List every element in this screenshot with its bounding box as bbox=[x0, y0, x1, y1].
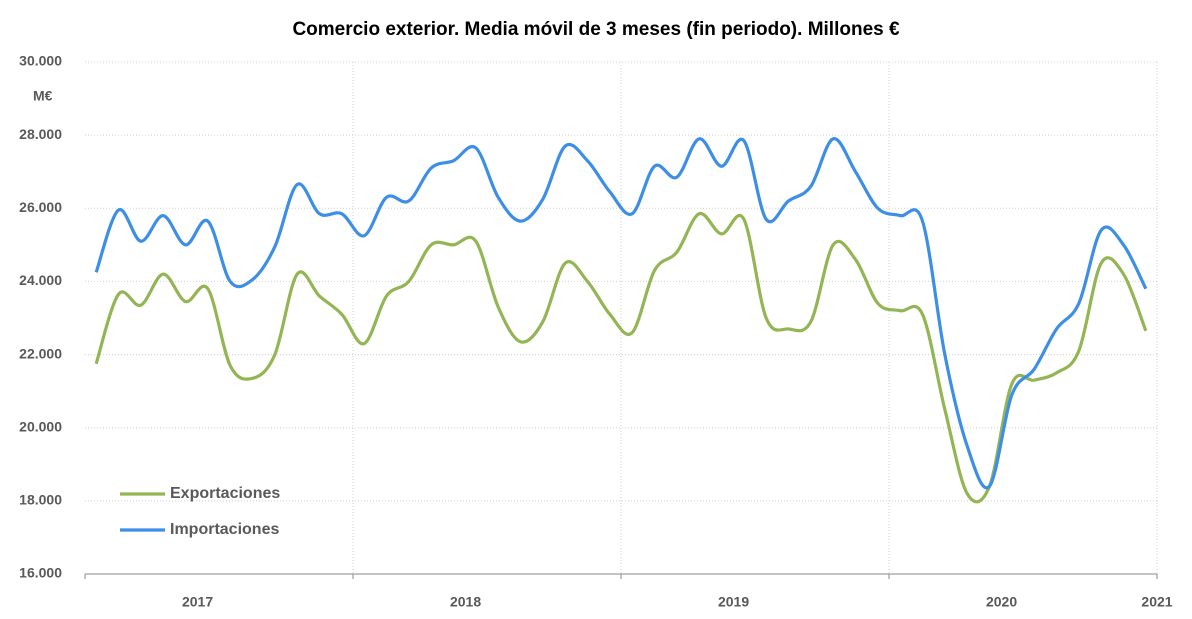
x-tick-label: 2018 bbox=[450, 594, 481, 610]
y-tick-label: 28.000 bbox=[19, 126, 62, 142]
y-tick-label: 16.000 bbox=[19, 565, 62, 581]
legend-label: Importaciones bbox=[170, 521, 279, 538]
x-tick-label: 2021 bbox=[1141, 594, 1172, 610]
y-tick-label: 20.000 bbox=[19, 418, 62, 434]
y-tick-label: 30.000 bbox=[19, 53, 62, 69]
line-series bbox=[94, 137, 1148, 490]
x-tick-label: 2017 bbox=[182, 594, 213, 610]
x-tick-label: 2019 bbox=[718, 594, 749, 610]
y-tick-label: 22.000 bbox=[19, 345, 62, 361]
y-tick-label: 18.000 bbox=[19, 492, 62, 508]
y-tick-label: 24.000 bbox=[19, 272, 62, 288]
y-axis-label: M€ bbox=[33, 88, 53, 104]
line-series bbox=[94, 212, 1148, 504]
y-tick-label: 26.000 bbox=[19, 199, 62, 215]
legend-label: Exportaciones bbox=[170, 485, 280, 502]
x-tick-label: 2020 bbox=[986, 594, 1017, 610]
chart-title: Comercio exterior. Media móvil de 3 mese… bbox=[292, 19, 900, 40]
